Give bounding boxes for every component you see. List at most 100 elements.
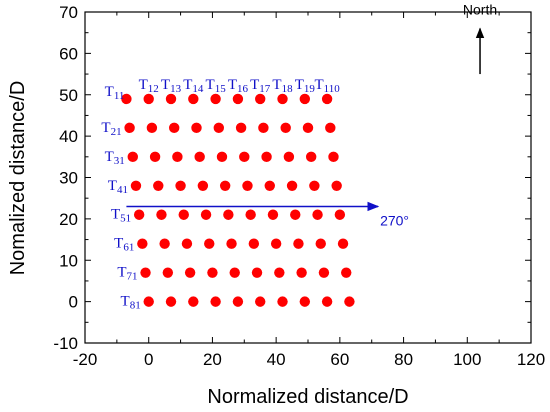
y-tick-label: 60 [59, 44, 78, 63]
turbine-label: T15 [206, 77, 227, 95]
turbine-point [191, 122, 202, 134]
turbine-point [124, 122, 135, 134]
turbine-point [264, 180, 275, 191]
turbine-point [290, 209, 301, 220]
turbine-point [216, 151, 228, 163]
turbine-label: T81 [121, 294, 141, 312]
y-tick-label: 40 [59, 127, 78, 146]
y-tick-label: 50 [59, 86, 78, 105]
turbine-point [146, 122, 158, 134]
x-tick-label: 60 [330, 350, 349, 369]
x-axis-title: Normalized distance/D [207, 386, 408, 408]
turbine-label: T13 [161, 77, 182, 95]
y-tick-label: 30 [59, 169, 78, 188]
turbine-point [321, 296, 333, 307]
turbine-point [162, 267, 174, 278]
turbine-point [207, 267, 218, 278]
turbine-point [255, 93, 266, 105]
turbine-point [200, 209, 212, 220]
turbine-point [337, 238, 349, 249]
turbine-point [181, 238, 193, 249]
turbine-point [156, 209, 167, 220]
turbine-point [302, 122, 314, 134]
turbine-point [286, 180, 298, 191]
turbine-point [159, 238, 170, 249]
turbine-point [255, 296, 266, 307]
turbine-point [293, 238, 304, 249]
turbine-point [213, 122, 224, 134]
wind-direction-label: 270° [380, 212, 409, 228]
turbine-point [261, 151, 272, 163]
turbine-point [248, 238, 260, 249]
turbine-point [165, 296, 177, 307]
y-tick-label: 70 [59, 3, 78, 22]
plot-frame [84, 11, 532, 344]
turbine-point [210, 296, 221, 307]
turbine-point [130, 180, 142, 191]
y-tick-label: 0 [69, 293, 78, 312]
turbine-point [149, 151, 161, 163]
y-tick-label: -10 [53, 334, 78, 353]
turbine-label: T16 [228, 77, 249, 95]
turbine-point [172, 151, 183, 163]
turbine-point [143, 93, 154, 105]
y-tick-label: 20 [59, 210, 78, 229]
turbine-points [121, 93, 355, 307]
turbine-point [334, 209, 346, 220]
turbine-point [258, 122, 269, 134]
turbine-point [331, 180, 342, 191]
turbine-point [309, 180, 320, 191]
turbine-label: T31 [105, 149, 125, 167]
turbine-label: T110 [314, 77, 340, 95]
x-tick-label: 100 [453, 350, 481, 369]
x-tick-label: 20 [203, 350, 222, 369]
north-label: North [463, 2, 497, 18]
turbine-label: T14 [183, 77, 204, 95]
turbine-point [133, 209, 145, 220]
turbine-point [226, 238, 237, 249]
turbine-point [312, 209, 323, 220]
turbine-point [137, 238, 148, 249]
turbine-point [325, 122, 336, 134]
turbine-point [194, 151, 205, 163]
turbine-point [188, 296, 199, 307]
turbine-point [235, 122, 247, 134]
turbine-point [184, 267, 196, 278]
turbine-label: T71 [117, 265, 137, 283]
turbine-point [318, 267, 330, 278]
turbine-point [245, 209, 256, 220]
turbine-point [140, 267, 151, 278]
turbine-point [239, 151, 250, 163]
x-tick-label: 0 [144, 350, 153, 369]
turbine-point [121, 93, 132, 105]
turbine-point [251, 267, 263, 278]
x-tick-label: 40 [267, 350, 286, 369]
turbine-point [232, 296, 244, 307]
turbine-point [305, 151, 317, 163]
turbine-point [341, 267, 352, 278]
turbine-label: T11 [105, 84, 125, 102]
turbine-point [277, 93, 288, 105]
x-tick-label: 80 [394, 350, 413, 369]
x-tick-label: 120 [517, 350, 545, 369]
turbine-point [153, 180, 164, 191]
turbine-point [267, 209, 279, 220]
turbine-point [143, 296, 154, 307]
turbine-point [219, 180, 231, 191]
turbine-point [315, 238, 326, 249]
turbine-label: T17 [250, 77, 271, 95]
turbine-point [204, 238, 215, 249]
turbine-point [277, 296, 288, 307]
turbine-label: T51 [111, 207, 131, 225]
turbine-point [229, 267, 240, 278]
axis-ticks [84, 11, 532, 344]
turbine-point [299, 296, 311, 307]
turbine-label: T41 [108, 178, 128, 196]
turbine-point [165, 93, 177, 105]
turbine-label: T21 [101, 120, 121, 138]
turbine-point [270, 238, 282, 249]
turbine-point [232, 93, 244, 105]
y-tick-labels: -10 0 10 20 30 40 50 60 70 [53, 3, 78, 353]
